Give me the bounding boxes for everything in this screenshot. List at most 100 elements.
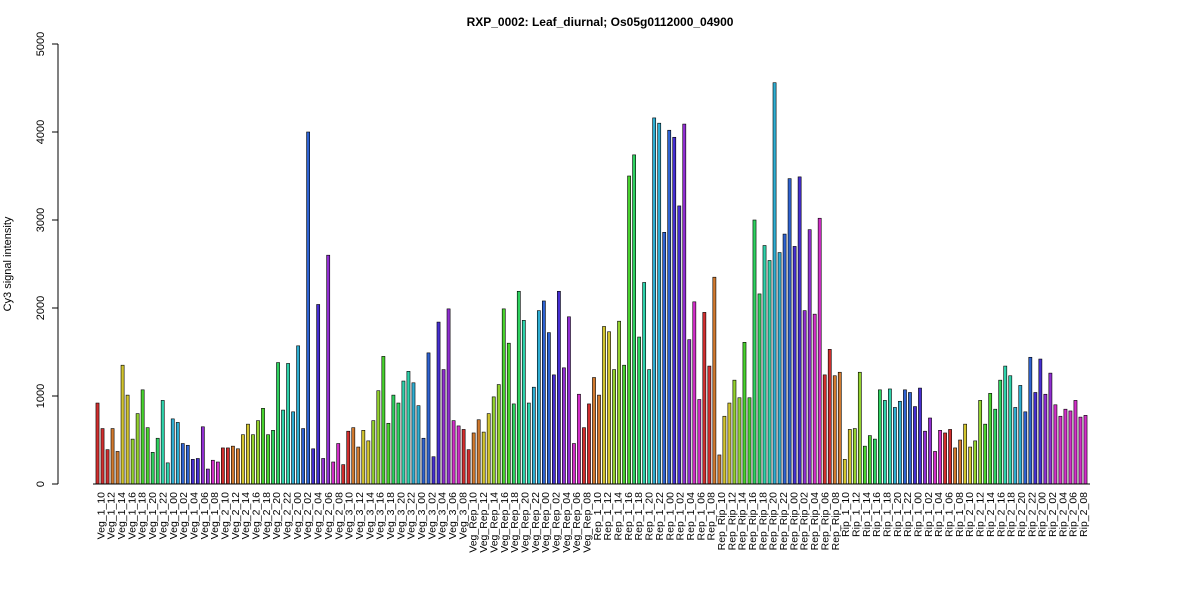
bar-veg-1-22	[160, 400, 165, 485]
bar-rip-2-02	[1028, 356, 1033, 485]
bar-rip-1-16	[852, 428, 857, 485]
x-tick-label: Veg_Rep_16	[499, 492, 511, 553]
bar-veg-2-10	[226, 447, 230, 485]
bar-veg-3-06	[446, 308, 451, 485]
bar-veg-1-10	[105, 449, 110, 485]
bar-rip-2-14	[968, 446, 973, 485]
bar-veg-rep-10	[461, 429, 466, 485]
bar-veg-1-14	[120, 364, 125, 485]
x-tick-label: Rep_Rip_22	[778, 492, 790, 551]
bar-veg-rep-14	[481, 431, 486, 485]
bar-rip-1-10	[827, 349, 832, 485]
bar-rep-rip-10	[707, 365, 712, 485]
bar-rep-1-02	[662, 232, 667, 485]
bar-rip-1-14	[847, 429, 852, 485]
bar-veg-3-18	[381, 356, 386, 485]
bar-rip-2-18	[988, 393, 993, 485]
bar-veg-rep-08	[577, 393, 581, 485]
x-tick-label: Veg_3_02	[426, 492, 438, 539]
bar-rep-rip-00	[772, 82, 777, 485]
bar-veg-2-02	[306, 131, 310, 485]
bar-rip-2-08	[1063, 408, 1068, 485]
bar-rip-2-06	[1048, 372, 1053, 485]
bar-rip-1-00	[898, 400, 902, 485]
bar-veg-2-20	[271, 430, 275, 485]
bar-rep-rip-18	[742, 342, 747, 485]
bar-veg-rep-12	[476, 419, 481, 485]
x-tick-label: Veg_2_08	[333, 492, 345, 539]
bar-rip-1-00	[893, 407, 897, 485]
bar-veg-rep-12	[471, 432, 476, 485]
x-tick-label: Veg_Rep_08	[582, 492, 594, 553]
bar-rip-2-08	[1073, 400, 1078, 485]
x-tick-label: Rip_1_04	[933, 492, 945, 537]
bar-veg-3-22	[406, 371, 411, 485]
bar-rep-1-10	[582, 427, 586, 485]
bar-veg-rep-04	[552, 374, 556, 485]
bar-veg-1-06	[200, 426, 205, 485]
bar-veg-1-00	[175, 422, 180, 485]
x-tick-label: Rep_1_06	[695, 492, 707, 541]
bar-rip-1-20	[878, 389, 882, 485]
bar-veg-2-00	[296, 345, 300, 485]
bar-veg-3-12	[356, 446, 361, 485]
bar-veg-2-02	[301, 428, 305, 485]
bar-rip-1-18	[867, 435, 872, 485]
bar-veg-1-06	[205, 468, 210, 485]
bar-rep-rip-18	[747, 397, 752, 485]
bar-veg-rep-08	[572, 443, 576, 485]
bar-rep-1-16	[617, 320, 621, 485]
x-tick-label: Rip_2_06	[1068, 492, 1080, 537]
bar-rep-1-08	[692, 301, 697, 485]
x-tick-label: Rep_1_04	[685, 492, 697, 541]
x-tick-label: Veg_3_20	[395, 492, 407, 539]
bar-rep-rip-14	[727, 402, 732, 485]
bar-veg-1-12	[115, 451, 120, 485]
bar-rep-rip-14	[722, 415, 727, 485]
bar-rip-2-16	[978, 400, 983, 485]
x-tick-label: Veg_3_04	[437, 492, 449, 539]
bar-veg-1-18	[140, 389, 145, 485]
x-tick-label: Rep_1_02	[675, 492, 687, 541]
x-tick-label: Rep_1_18	[633, 492, 645, 541]
x-tick-label: Rip_2_12	[975, 492, 987, 537]
bar-rip-2-00	[1018, 385, 1023, 485]
bar-rep-1-22	[647, 369, 652, 485]
bar-rip-2-20	[998, 379, 1003, 485]
bar-veg-rep-00	[536, 310, 541, 485]
bar-rep-rip-12	[712, 276, 717, 485]
bar-rep-1-02	[667, 129, 672, 485]
bar-rip-1-22	[888, 388, 892, 485]
x-tick-label: Rep_Rip_06	[819, 492, 831, 551]
x-tick-label: Veg_Rep_22	[530, 492, 542, 553]
bar-veg-1-16	[135, 413, 140, 485]
bar-veg-2-20	[276, 362, 280, 485]
bar-veg-rep-16	[491, 396, 496, 485]
bar-veg-1-18	[145, 427, 150, 485]
x-tick-label: Rep_Rip_08	[830, 492, 842, 551]
bar-veg-1-22	[165, 462, 170, 485]
bar-rep-1-00	[657, 122, 662, 485]
bar-veg-3-22	[401, 380, 406, 485]
bar-rip-1-20	[872, 438, 877, 485]
bar-veg-1-04	[195, 458, 200, 485]
x-tick-label: Veg_Rep_18	[509, 492, 521, 553]
x-tick-label: Veg_2_10	[219, 492, 231, 539]
bar-veg-rep-18	[506, 342, 511, 485]
bar-veg-3-04	[431, 456, 436, 485]
x-tick-label: Rep_1_08	[706, 492, 718, 541]
x-tick-label: Veg_3_10	[344, 492, 356, 539]
x-tick-label: Rep_1_14	[613, 492, 625, 541]
y-tick-label: 0	[35, 481, 47, 487]
bar-rep-rip-04	[792, 246, 797, 485]
bar-veg-3-08	[451, 420, 456, 485]
bar-veg-2-18	[266, 434, 270, 485]
x-tick-label: Veg_3_14	[364, 492, 376, 539]
bar-rep-rip-02	[787, 178, 792, 485]
bar-rep-rip-08	[817, 217, 822, 485]
bar-rep-1-00	[652, 117, 657, 485]
x-tick-label: Veg_3_12	[354, 492, 366, 539]
x-tick-label: Veg_3_22	[406, 492, 418, 539]
bar-veg-3-00	[416, 405, 421, 485]
x-tick-label: Rep_Rip_04	[809, 492, 821, 551]
